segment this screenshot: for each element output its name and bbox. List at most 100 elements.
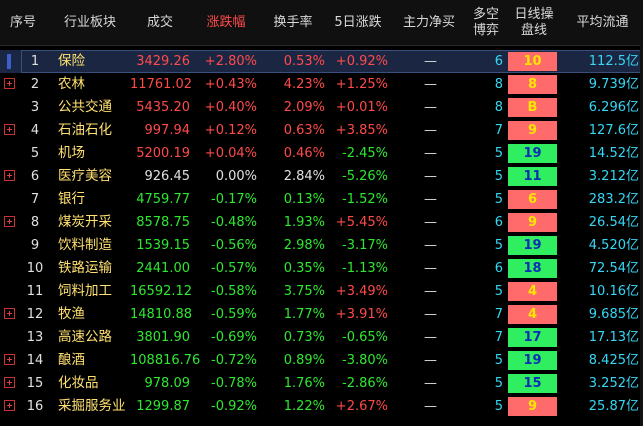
- volume-value: 997.94: [144, 123, 191, 138]
- table-row[interactable]: 14 酿酒 108816.76 -0.72% 0.89% -3.80% — 5 19 8.425亿: [0, 349, 643, 372]
- change5d-value: -1.13%: [342, 261, 388, 276]
- table-row[interactable]: 11 饲料加工 16592.12 -0.58% 3.75% +3.49% — 5 4 10.16亿: [0, 280, 643, 303]
- netflow-value: —: [424, 284, 437, 299]
- change-value: +0.40%: [204, 100, 257, 115]
- table-row[interactable]: 5 机场 5200.19 +0.04% 0.46% -2.45% — 5 19 14.52亿: [0, 142, 643, 165]
- table-row[interactable]: 15 化妆品 978.09 -0.78% 1.76% -2.86% — 5 15 3.252亿: [0, 372, 643, 395]
- sector-name[interactable]: 饮料制造: [58, 237, 112, 253]
- bullbear-value: 5: [494, 376, 503, 391]
- expand-plus-icon[interactable]: [4, 377, 15, 388]
- header-change5d[interactable]: 5日涨跌: [334, 14, 382, 30]
- table-row[interactable]: 13 高速公路 3801.90 -0.69% 0.73% -0.65% — 7 17 17.13亿: [0, 326, 643, 349]
- avg-circulation-value: 14.52亿: [588, 146, 639, 161]
- header-name[interactable]: 行业板块: [63, 14, 116, 30]
- daily-badge: 9: [508, 121, 557, 140]
- header-daily[interactable]: 日线操 盘线: [506, 0, 562, 45]
- header-netflow[interactable]: 主力净买: [402, 14, 455, 30]
- sector-name[interactable]: 农林: [58, 76, 85, 92]
- expand-plus-icon[interactable]: [4, 400, 15, 411]
- expand-plus-icon[interactable]: [4, 308, 15, 319]
- sector-name[interactable]: 化妆品: [58, 375, 99, 391]
- selection-marker-icon: [7, 54, 11, 69]
- change-value: -0.17%: [211, 192, 257, 207]
- sector-name[interactable]: 酿酒: [58, 352, 85, 368]
- sector-name[interactable]: 煤炭开采: [58, 214, 112, 230]
- avg-circulation-value: 4.520亿: [588, 238, 639, 253]
- table-row[interactable]: 3 公共交通 5435.20 +0.40% 2.09% +0.01% — 8 B 6.296亿: [0, 96, 643, 119]
- volume-value: 108816.76: [130, 353, 201, 368]
- sector-name[interactable]: 饲料加工: [58, 283, 112, 299]
- sector-name[interactable]: 机场: [58, 145, 85, 161]
- table-row[interactable]: 8 煤炭开采 8578.75 -0.48% 1.93% +5.45% — 6 9 26.54亿: [0, 211, 643, 234]
- change-value: -0.48%: [211, 215, 257, 230]
- daily-badge: 15: [508, 374, 557, 393]
- header-avgcirc[interactable]: 平均流通: [576, 14, 629, 30]
- table-row[interactable]: 16 采掘服务业 1299.87 -0.92% 1.22% +2.67% — 5 9 25.87亿: [0, 395, 643, 418]
- turnover-value: 0.13%: [283, 192, 325, 207]
- turnover-value: 3.75%: [283, 284, 325, 299]
- turnover-value: 1.77%: [283, 307, 325, 322]
- sector-name[interactable]: 牧渔: [58, 306, 85, 322]
- header-idx[interactable]: 序号: [9, 14, 36, 30]
- header-volume[interactable]: 成交: [146, 14, 173, 30]
- row-index: 1: [30, 54, 40, 69]
- avg-circulation-value: 283.2亿: [588, 192, 639, 207]
- change5d-value: -1.52%: [342, 192, 388, 207]
- expand-plus-icon[interactable]: [4, 170, 15, 181]
- daily-badge: 19: [508, 144, 557, 163]
- table-row[interactable]: 12 牧渔 14810.88 -0.59% 1.77% +3.91% — 7 4 9.685亿: [0, 303, 643, 326]
- volume-value: 3801.90: [136, 330, 190, 345]
- expand-plus-icon[interactable]: [4, 216, 15, 227]
- sector-name[interactable]: 采掘服务业: [58, 398, 126, 414]
- change-value: -0.56%: [211, 238, 257, 253]
- expand-plus-icon[interactable]: [4, 354, 15, 365]
- avg-circulation-value: 17.13亿: [588, 330, 639, 345]
- change-value: +2.80%: [204, 54, 257, 69]
- change5d-value: +3.49%: [335, 284, 388, 299]
- change5d-value: +3.85%: [335, 123, 388, 138]
- turnover-value: 2.98%: [283, 238, 325, 253]
- row-index: 16: [26, 399, 44, 414]
- table-row[interactable]: 7 银行 4759.77 -0.17% 0.13% -1.52% — 5 6 283.2亿: [0, 188, 643, 211]
- table-row[interactable]: 6 医疗美容 926.45 0.00% 2.84% -5.26% — 5 11 3.212亿: [0, 165, 643, 188]
- change5d-value: +0.01%: [335, 100, 388, 115]
- avg-circulation-value: 3.252亿: [588, 376, 639, 391]
- row-index: 3: [30, 100, 40, 115]
- vertical-scrollbar[interactable]: [640, 45, 643, 426]
- expand-plus-icon[interactable]: [4, 124, 15, 135]
- volume-value: 1299.87: [136, 399, 190, 414]
- table-row[interactable]: 9 饮料制造 1539.15 -0.56% 2.98% -3.17% — 5 19 4.520亿: [0, 234, 643, 257]
- header-turnover[interactable]: 换手率: [273, 14, 313, 30]
- daily-badge: 18: [508, 259, 557, 278]
- header-change[interactable]: 涨跌幅: [206, 14, 246, 30]
- sector-name[interactable]: 医疗美容: [58, 168, 112, 184]
- row-index: 11: [26, 284, 44, 299]
- sector-name[interactable]: 铁路运输: [58, 260, 112, 276]
- table-row[interactable]: 10 铁路运输 2441.00 -0.57% 0.35% -1.13% — 6 18 72.54亿: [0, 257, 643, 280]
- expand-plus-icon[interactable]: [4, 78, 15, 89]
- sector-name[interactable]: 公共交通: [58, 99, 112, 115]
- sector-name[interactable]: 石油石化: [58, 122, 112, 138]
- daily-badge: 10: [508, 52, 557, 71]
- bullbear-value: 8: [494, 100, 503, 115]
- netflow-value: —: [424, 192, 437, 207]
- sector-name[interactable]: 保险: [58, 53, 85, 69]
- header-daily-line2: 盘线: [520, 22, 547, 38]
- row-index: 9: [30, 238, 40, 253]
- table-row[interactable]: 2 农林 11761.02 +0.43% 4.23% +1.25% — 8 8 9.739亿: [0, 73, 643, 96]
- change5d-value: +3.91%: [335, 307, 388, 322]
- volume-value: 4759.77: [136, 192, 190, 207]
- header-bullbear[interactable]: 多空 博弈: [466, 0, 506, 45]
- bullbear-value: 5: [494, 353, 503, 368]
- daily-badge: 17: [508, 328, 557, 347]
- table-row[interactable]: 1 保险 3429.26 +2.80% 0.53% +0.92% — 6 10 112.5亿: [0, 50, 643, 73]
- row-index: 4: [30, 123, 40, 138]
- sector-name[interactable]: 高速公路: [58, 329, 112, 345]
- daily-badge: 19: [508, 236, 557, 255]
- table-row[interactable]: 4 石油石化 997.94 +0.12% 0.63% +3.85% — 7 9 127.6亿: [0, 119, 643, 142]
- sector-name[interactable]: 银行: [58, 191, 85, 207]
- daily-badge: 6: [508, 190, 557, 209]
- row-index: 15: [26, 376, 44, 391]
- change-value: -0.57%: [211, 261, 257, 276]
- daily-badge: 11: [508, 167, 557, 186]
